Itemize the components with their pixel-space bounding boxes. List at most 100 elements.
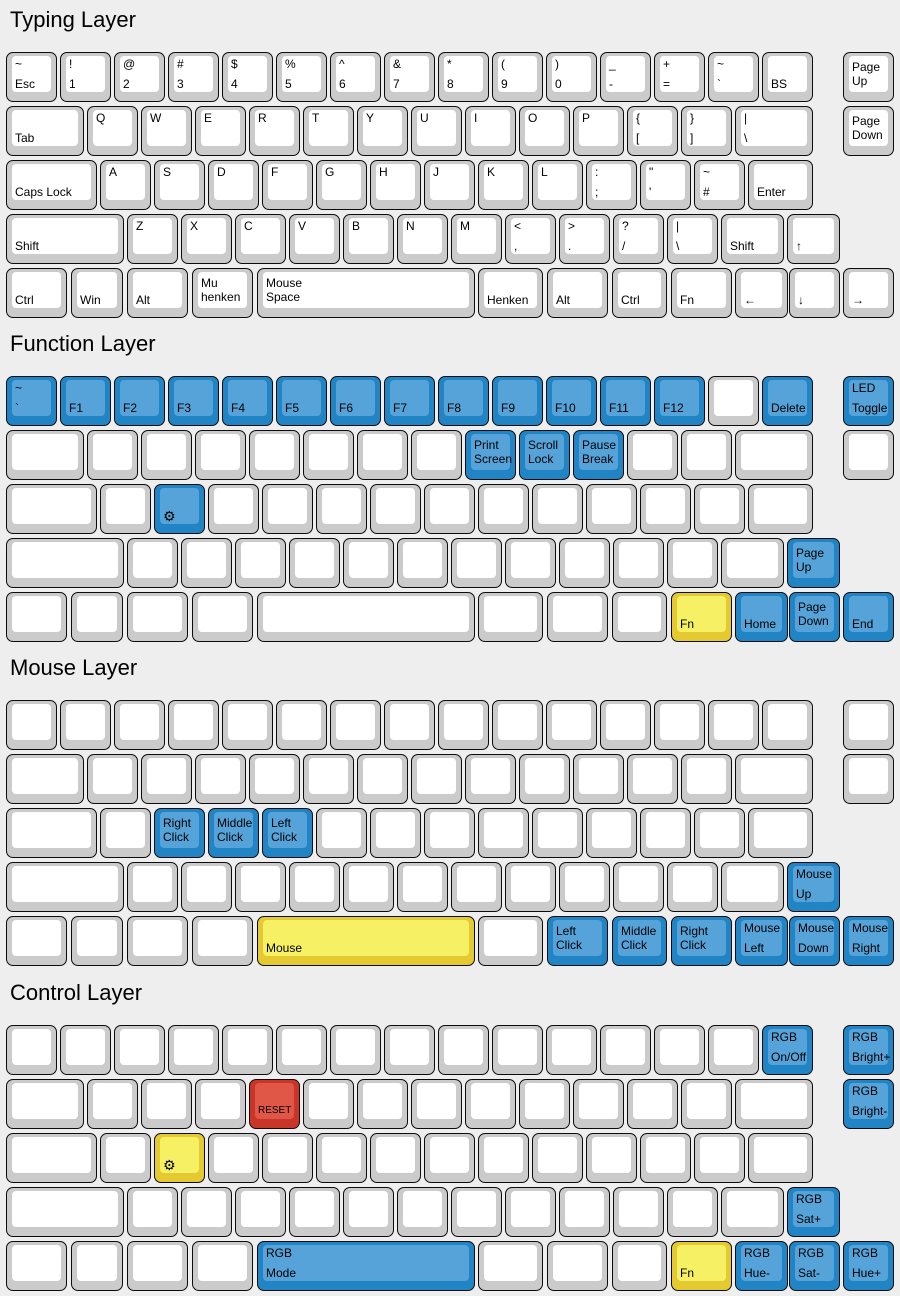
key-blank[interactable] xyxy=(843,430,894,480)
key-blank[interactable] xyxy=(681,1079,732,1129)
key-lbrace-lbracket[interactable]: {[ xyxy=(627,106,678,156)
key-reset[interactable]: RESET xyxy=(249,1079,300,1129)
key-blank[interactable] xyxy=(71,916,123,966)
key-blank[interactable] xyxy=(181,538,232,588)
key-blank[interactable] xyxy=(6,1133,97,1183)
key-blank[interactable] xyxy=(573,754,624,804)
key-blank[interactable] xyxy=(100,1133,151,1183)
key-dquote-quote[interactable]: " ' xyxy=(640,160,691,210)
key-c[interactable]: C xyxy=(235,214,286,264)
key-blank[interactable] xyxy=(141,430,192,480)
key-blank[interactable] xyxy=(127,592,188,642)
key-blank[interactable] xyxy=(424,1133,475,1183)
key-m[interactable]: M xyxy=(451,214,502,264)
key-blank[interactable] xyxy=(612,592,667,642)
key-blank[interactable] xyxy=(748,808,813,858)
key-page-down[interactable]: Page Down xyxy=(843,106,894,156)
key-blank[interactable] xyxy=(478,1241,543,1291)
key-blank[interactable] xyxy=(6,754,84,804)
key-v[interactable]: V xyxy=(289,214,340,264)
key-blank[interactable] xyxy=(276,700,327,750)
key-blank[interactable] xyxy=(100,484,151,534)
key-blank[interactable] xyxy=(370,808,421,858)
key-blank[interactable] xyxy=(289,538,340,588)
key-question-slash[interactable]: ? / xyxy=(613,214,664,264)
key-blank[interactable] xyxy=(532,1133,583,1183)
key-h[interactable]: H xyxy=(370,160,421,210)
key-blank[interactable] xyxy=(681,754,732,804)
key-gear-icon[interactable]: ⚙ xyxy=(154,1133,205,1183)
key-blank[interactable] xyxy=(127,1241,188,1291)
key-blank[interactable] xyxy=(505,538,556,588)
key-blank[interactable] xyxy=(141,1079,192,1129)
key-plus-equals[interactable]: + = xyxy=(654,52,705,102)
key-fn[interactable]: Fn xyxy=(671,1241,732,1291)
key-blank[interactable] xyxy=(505,1187,556,1237)
key-dollar-4[interactable]: $4 xyxy=(222,52,273,102)
key-blank[interactable] xyxy=(694,1133,745,1183)
key-blank[interactable] xyxy=(330,1025,381,1075)
key-f2[interactable]: F2 xyxy=(114,376,165,426)
key-middle-click[interactable]: Middle Click xyxy=(208,808,259,858)
key-blank[interactable] xyxy=(127,1187,178,1237)
key-blank[interactable] xyxy=(735,754,813,804)
key-blank[interactable] xyxy=(357,754,408,804)
key-blank[interactable] xyxy=(6,916,67,966)
key-arrow-up[interactable]: ↑ xyxy=(787,214,840,264)
key-blank[interactable] xyxy=(195,430,246,480)
key-f1[interactable]: F1 xyxy=(60,376,111,426)
key-blank[interactable] xyxy=(721,862,784,912)
key-blank[interactable] xyxy=(492,700,543,750)
key-blank[interactable] xyxy=(168,1025,219,1075)
key-blank[interactable] xyxy=(249,754,300,804)
key-f6[interactable]: F6 xyxy=(330,376,381,426)
key-blank[interactable] xyxy=(721,1187,784,1237)
key-blank[interactable] xyxy=(627,430,678,480)
key-fn[interactable]: Fn xyxy=(671,268,732,318)
key-blank[interactable] xyxy=(192,916,253,966)
key-blank[interactable] xyxy=(316,1133,367,1183)
key-blank[interactable] xyxy=(257,592,475,642)
key-blank[interactable] xyxy=(330,700,381,750)
key-blank[interactable] xyxy=(547,592,608,642)
key-fn[interactable]: Fn xyxy=(671,592,732,642)
key-blank[interactable] xyxy=(168,700,219,750)
key-f9[interactable]: F9 xyxy=(492,376,543,426)
key-r[interactable]: R xyxy=(249,106,300,156)
key-left-click[interactable]: Left Click xyxy=(262,808,313,858)
key-blank[interactable] xyxy=(114,1025,165,1075)
key-blank[interactable] xyxy=(708,1025,759,1075)
key-w[interactable]: W xyxy=(141,106,192,156)
key-mouse[interactable]: Mouse xyxy=(257,916,475,966)
key-percent-5[interactable]: % 5 xyxy=(276,52,327,102)
key-t[interactable]: T xyxy=(303,106,354,156)
key-blank[interactable] xyxy=(411,754,462,804)
key-blank[interactable] xyxy=(192,1241,253,1291)
key-blank[interactable] xyxy=(87,754,138,804)
key-mu-henken[interactable]: Mu henken xyxy=(192,268,253,318)
key-blank[interactable] xyxy=(208,1133,259,1183)
key-blank[interactable] xyxy=(6,430,84,480)
key-y[interactable]: Y xyxy=(357,106,408,156)
key-blank[interactable] xyxy=(343,862,394,912)
key-home[interactable]: Home xyxy=(735,592,788,642)
key-blank[interactable] xyxy=(289,1187,340,1237)
key-e[interactable]: E xyxy=(195,106,246,156)
key-blank[interactable] xyxy=(640,484,691,534)
key-blank[interactable] xyxy=(141,754,192,804)
key-pause-break[interactable]: Pause Break xyxy=(573,430,624,480)
key-blank[interactable] xyxy=(192,592,253,642)
key-arrow-left[interactable]: ← xyxy=(735,268,788,318)
key-blank[interactable] xyxy=(181,1187,232,1237)
key-colon-semicolon[interactable]: :; xyxy=(586,160,637,210)
key-at-2[interactable]: @2 xyxy=(114,52,165,102)
key-win[interactable]: Win xyxy=(71,268,123,318)
key-rgb-hue-plus[interactable]: RGB Hue+ xyxy=(843,1241,894,1291)
key-blank[interactable] xyxy=(276,1025,327,1075)
key-blank[interactable] xyxy=(654,700,705,750)
key-blank[interactable] xyxy=(6,1187,124,1237)
key-blank[interactable] xyxy=(586,808,637,858)
key-blank[interactable] xyxy=(546,1025,597,1075)
key-blank[interactable] xyxy=(586,484,637,534)
key-f7[interactable]: F7 xyxy=(384,376,435,426)
